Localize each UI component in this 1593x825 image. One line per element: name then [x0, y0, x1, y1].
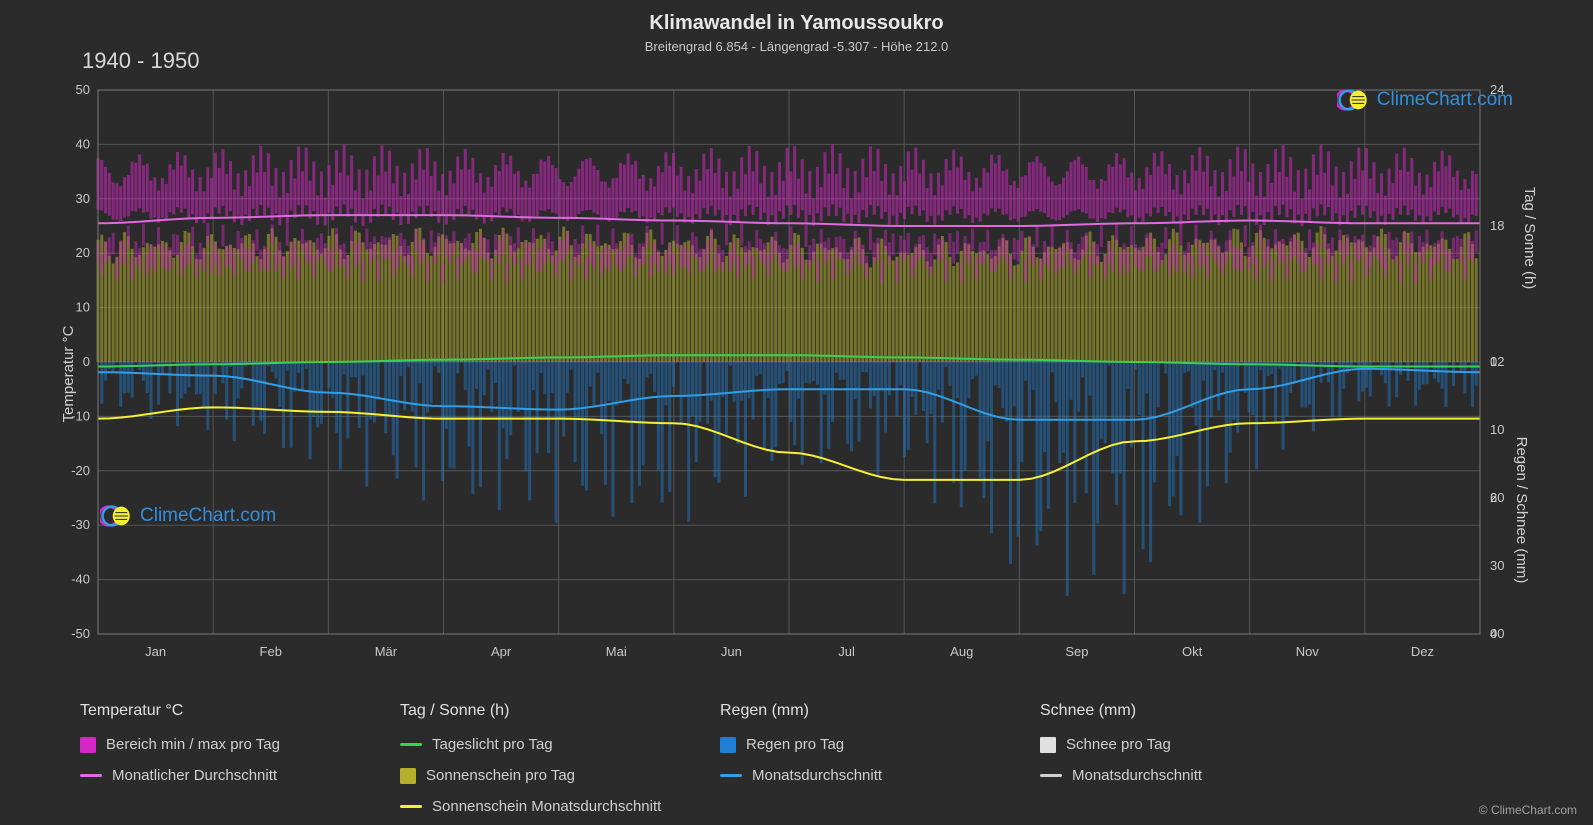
svg-text:Jul: Jul: [838, 644, 855, 659]
legend-label: Sonnenschein Monatsdurchschnitt: [432, 798, 661, 815]
svg-text:Feb: Feb: [260, 644, 282, 659]
legend-label: Bereich min / max pro Tag: [106, 736, 280, 753]
legend-item: Monatsdurchschnitt: [1040, 767, 1320, 784]
svg-text:0: 0: [83, 354, 90, 369]
svg-text:30: 30: [76, 191, 90, 206]
svg-text:Aug: Aug: [950, 644, 973, 659]
copyright: © ClimeChart.com: [1479, 803, 1577, 817]
legend-swatch: [400, 768, 416, 784]
legend-label: Schnee pro Tag: [1066, 736, 1171, 753]
legend-swatch: [720, 774, 742, 777]
legend-swatch: [720, 737, 736, 753]
svg-text:Mai: Mai: [606, 644, 627, 659]
legend-label: Tageslicht pro Tag: [432, 736, 553, 753]
svg-text:10: 10: [1490, 422, 1504, 437]
logo-icon: [1337, 86, 1371, 114]
legend-column: Temperatur °C Bereich min / max pro Tag Mo…: [80, 702, 360, 815]
legend-column: Schnee (mm) Schnee pro Tag Monatsdurchschn…: [1040, 702, 1320, 815]
svg-text:Okt: Okt: [1182, 644, 1203, 659]
legend-item: Sonnenschein pro Tag: [400, 767, 680, 784]
svg-text:Jun: Jun: [721, 644, 742, 659]
chart-title: Klimawandel in Yamoussoukro: [20, 12, 1573, 35]
legend-column: Tag / Sonne (h) Tageslicht pro Tag Sonnens…: [400, 702, 680, 815]
chart-svg: -50-40-30-20-1001020304050JanFebMärAprMa…: [20, 64, 1573, 684]
svg-text:Dez: Dez: [1411, 644, 1434, 659]
y-axis-left-label: Temperatur °C: [60, 326, 77, 423]
legend-swatch: [400, 805, 422, 808]
chart-subtitle: Breitengrad 6.854 - Längengrad -5.307 - …: [20, 39, 1573, 54]
svg-text:-50: -50: [71, 626, 90, 641]
legend-item: Monatsdurchschnitt: [720, 767, 1000, 784]
legend-swatch: [80, 737, 96, 753]
chart-area: Temperatur °C Tag / Sonne (h) Regen / Sc…: [20, 64, 1573, 684]
chart-container: Klimawandel in Yamoussoukro Breitengrad …: [0, 0, 1593, 825]
svg-text:-40: -40: [71, 572, 90, 587]
legend-item: Bereich min / max pro Tag: [80, 736, 360, 753]
svg-text:Jan: Jan: [145, 644, 166, 659]
title-block: Klimawandel in Yamoussoukro Breitengrad …: [20, 12, 1573, 54]
y-axis-right-top-label: Tag / Sonne (h): [1521, 186, 1538, 289]
legend-label: Monatsdurchschnitt: [752, 767, 882, 784]
svg-text:0: 0: [1490, 354, 1497, 369]
svg-text:40: 40: [1490, 626, 1504, 641]
logo-text: ClimeChart.com: [140, 505, 276, 527]
svg-text:Mär: Mär: [375, 644, 398, 659]
svg-text:40: 40: [76, 136, 90, 151]
legend-label: Monatsdurchschnitt: [1072, 767, 1202, 784]
legend-swatch: [1040, 774, 1062, 777]
legend-label: Sonnenschein pro Tag: [426, 767, 575, 784]
legend-item: Tageslicht pro Tag: [400, 736, 680, 753]
svg-text:-20: -20: [71, 463, 90, 478]
legend-header: Regen (mm): [720, 702, 1000, 720]
logo-text: ClimeChart.com: [1377, 89, 1513, 111]
legend-label: Regen pro Tag: [746, 736, 844, 753]
legend-swatch: [80, 774, 102, 777]
logo-bottom: ClimeChart.com: [100, 502, 276, 530]
legend-item: Regen pro Tag: [720, 736, 1000, 753]
legend-header: Schnee (mm): [1040, 702, 1320, 720]
svg-text:20: 20: [76, 245, 90, 260]
legend-swatch: [1040, 737, 1056, 753]
legend-header: Tag / Sonne (h): [400, 702, 680, 720]
y-axis-right-bottom-label: Regen / Schnee (mm): [1513, 437, 1530, 584]
legend-header: Temperatur °C: [80, 702, 360, 720]
svg-text:Apr: Apr: [491, 644, 512, 659]
svg-text:Sep: Sep: [1065, 644, 1088, 659]
legend-item: Sonnenschein Monatsdurchschnitt: [400, 798, 680, 815]
legend-label: Monatlicher Durchschnitt: [112, 767, 277, 784]
svg-text:50: 50: [76, 82, 90, 97]
legend-swatch: [400, 743, 422, 746]
svg-text:18: 18: [1490, 218, 1504, 233]
svg-text:20: 20: [1490, 490, 1504, 505]
svg-text:Nov: Nov: [1296, 644, 1320, 659]
legend-item: Monatlicher Durchschnitt: [80, 767, 360, 784]
legend-column: Regen (mm) Regen pro Tag Monatsdurchschnit…: [720, 702, 1000, 815]
svg-text:10: 10: [76, 300, 90, 315]
legend-item: Schnee pro Tag: [1040, 736, 1320, 753]
logo-top: ClimeChart.com: [1337, 86, 1513, 114]
legend: Temperatur °C Bereich min / max pro Tag Mo…: [20, 684, 1573, 815]
svg-text:-30: -30: [71, 517, 90, 532]
logo-icon: [100, 502, 134, 530]
svg-text:30: 30: [1490, 558, 1504, 573]
